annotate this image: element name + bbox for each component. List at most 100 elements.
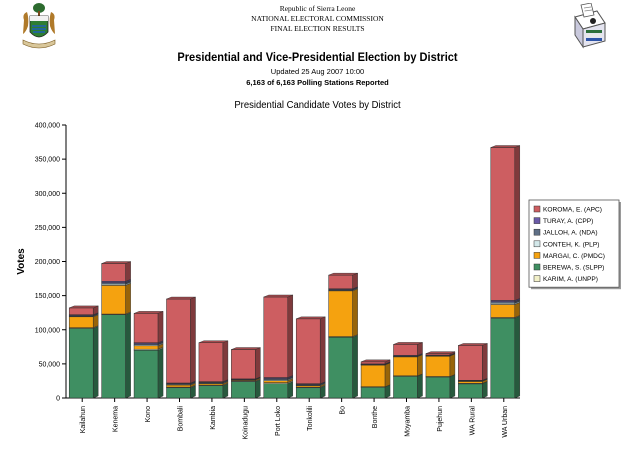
y-tick-label: 400,000 bbox=[35, 123, 60, 130]
y-tick-label: 50,000 bbox=[39, 361, 61, 368]
bar-top bbox=[328, 272, 358, 276]
bar-segment bbox=[133, 349, 159, 399]
x-tick-label: Bonthe bbox=[372, 406, 379, 428]
bar-side bbox=[384, 384, 391, 399]
bar-top bbox=[296, 316, 326, 320]
bar-segment bbox=[360, 361, 386, 365]
legend-label: KOROMA, E. (APC) bbox=[543, 207, 602, 214]
legend-label: TURAY, A. (CPP) bbox=[543, 218, 593, 225]
legend-label: BEREWA, S. (SLPP) bbox=[543, 265, 604, 272]
y-tick-label: 300,000 bbox=[35, 191, 60, 198]
bar-top bbox=[69, 305, 99, 309]
x-tick-label: WA Urban bbox=[502, 406, 509, 438]
bar-top bbox=[360, 359, 391, 363]
legend bbox=[528, 199, 620, 288]
bar-top bbox=[101, 261, 131, 264]
legend-swatch bbox=[533, 217, 541, 224]
bar-segment bbox=[458, 345, 483, 381]
x-tick-label: Port Loko bbox=[275, 406, 282, 436]
x-tick-label: Kambia bbox=[210, 406, 217, 430]
commission-name: NATIONAL ELECTORAL COMMISSION bbox=[251, 14, 384, 23]
bar-side bbox=[449, 374, 456, 399]
bar-top bbox=[231, 347, 261, 350]
chart-title: Presidential Candidate Votes by District bbox=[234, 100, 401, 111]
bar-segment bbox=[166, 387, 191, 399]
updated-timestamp: Updated 25 Aug 2007 10:00 bbox=[270, 67, 365, 76]
bar-top bbox=[425, 351, 456, 354]
bar-segment bbox=[328, 337, 353, 399]
bar-segment bbox=[263, 296, 289, 378]
bar-side bbox=[190, 296, 196, 384]
y-tick-label: 200,000 bbox=[35, 259, 60, 266]
bar-side bbox=[352, 272, 358, 290]
bar-side bbox=[287, 381, 293, 399]
bar-side bbox=[482, 381, 488, 399]
legend-label: CONTEH, K. (PLP) bbox=[543, 241, 599, 248]
bar-segment bbox=[198, 385, 224, 399]
y-tick-label: 150,000 bbox=[35, 293, 60, 300]
bar-side bbox=[384, 362, 391, 388]
x-tick-label: Tonkolili bbox=[307, 406, 314, 431]
legend-swatch bbox=[533, 263, 541, 271]
bar-side bbox=[222, 340, 229, 382]
bar-top bbox=[198, 340, 229, 343]
bar-side bbox=[482, 343, 488, 381]
bar-segment bbox=[425, 353, 451, 356]
bar-side bbox=[222, 383, 229, 399]
bar-segment bbox=[328, 274, 353, 290]
bar-segment bbox=[198, 342, 224, 382]
bar-top bbox=[166, 296, 196, 300]
bar-segment bbox=[360, 364, 386, 387]
bar-side bbox=[352, 288, 358, 337]
bar-segment bbox=[101, 285, 126, 315]
bar-segment bbox=[68, 307, 94, 315]
bar-segment bbox=[101, 314, 126, 399]
bar-side bbox=[320, 316, 326, 384]
bar-side bbox=[417, 342, 423, 356]
legend-label: JALLOH, A. (NDA) bbox=[543, 230, 598, 237]
bar-segment bbox=[166, 384, 191, 388]
page-title: Presidential and Vice-Presidential Elect… bbox=[177, 50, 458, 64]
bar-side bbox=[157, 347, 164, 399]
results-label: FINAL ELECTION RESULTS bbox=[270, 24, 365, 33]
bar-segment bbox=[490, 317, 516, 399]
bar-side bbox=[417, 354, 423, 377]
legend-swatch bbox=[533, 240, 541, 248]
bar-segment bbox=[295, 318, 321, 384]
bar-segment bbox=[263, 380, 289, 383]
coat-of-arms-icon bbox=[22, 3, 56, 49]
x-tick-label: Moyamba bbox=[405, 406, 412, 437]
bar-side bbox=[93, 314, 99, 328]
bar-top bbox=[393, 342, 423, 345]
bar-segment bbox=[360, 386, 386, 399]
bar-side bbox=[255, 347, 261, 380]
x-tick-label: Bo bbox=[340, 406, 347, 415]
bar-side bbox=[417, 373, 423, 399]
bar-side bbox=[93, 326, 99, 399]
bar-segment bbox=[328, 290, 353, 337]
bar-segment bbox=[263, 383, 289, 399]
legend-label: KARIM, A. (UNPP) bbox=[543, 276, 598, 283]
bar-segment bbox=[68, 328, 94, 399]
bar-segment bbox=[231, 349, 256, 380]
legend-swatch bbox=[533, 205, 541, 213]
bar-top bbox=[490, 145, 520, 148]
x-tick-label: Pujehun bbox=[437, 406, 444, 432]
bar-side bbox=[514, 145, 520, 301]
bar-side bbox=[352, 334, 358, 399]
bar-top bbox=[458, 343, 488, 346]
bar-side bbox=[125, 261, 131, 282]
stations-reported: 6,163 of 6,163 Polling Stations Reported bbox=[246, 78, 389, 87]
bar-top bbox=[133, 311, 164, 314]
y-tick-label: 250,000 bbox=[35, 225, 60, 232]
bar-side bbox=[125, 312, 131, 399]
bar-segment bbox=[166, 298, 191, 384]
x-tick-label: Bombali bbox=[178, 406, 185, 432]
y-tick-label: 0 bbox=[56, 396, 60, 403]
bar-side bbox=[449, 353, 456, 377]
y-axis-title: Votes bbox=[16, 248, 27, 275]
bar-segment bbox=[295, 387, 321, 399]
legend-label: MARGAI, C. (PMDC) bbox=[543, 253, 605, 260]
bar-segment bbox=[393, 375, 418, 399]
